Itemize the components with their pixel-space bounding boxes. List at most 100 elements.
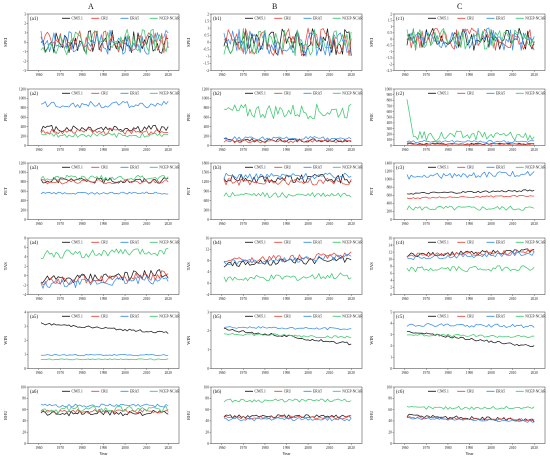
x-tick-label: 1970 xyxy=(240,297,247,301)
legend-entry: NCEP-NCAR xyxy=(342,91,363,95)
series-line-era5 xyxy=(406,170,535,180)
y-tick-label: 12 xyxy=(205,247,209,251)
y-tick-label: 200 xyxy=(21,134,27,138)
y-axis-label: RHU xyxy=(3,409,8,419)
x-tick-label: 1980 xyxy=(261,371,268,375)
x-tick-label: 1970 xyxy=(57,222,64,226)
series-line-ncep-ncar xyxy=(406,264,535,272)
y-tick-label: 0 xyxy=(24,273,26,277)
x-tick-label: 2020 xyxy=(348,371,355,375)
x-tick-label: 2000 xyxy=(121,148,128,152)
y-tick-label: 0 xyxy=(207,143,209,147)
y-axis-label: PRE xyxy=(186,112,191,121)
panel-a4: (a4) TAS -4 -2 0 2 4 6 8 1960 1970 1980 1990 2000 2010… xyxy=(3,236,180,301)
x-tick-label: 1970 xyxy=(57,73,64,77)
x-tick-label: 1960 xyxy=(35,446,42,450)
y-tick-label: 1 xyxy=(207,348,209,352)
series-line-era5 xyxy=(40,100,169,108)
x-tick-label: 2000 xyxy=(121,222,128,226)
series-line-ncep-ncar xyxy=(40,247,169,259)
x-axis-label: Year xyxy=(282,451,291,456)
y-tick-label: 60 xyxy=(388,407,392,411)
x-tick-label: 2020 xyxy=(165,148,172,152)
x-tick-label: 1960 xyxy=(401,222,408,226)
x-tick-label: 1990 xyxy=(283,148,290,152)
x-tick-label: 1990 xyxy=(466,297,473,301)
x-tick-label: 1980 xyxy=(444,148,451,152)
legend-entry: NCEP-NCAR xyxy=(525,315,546,319)
series-line-cn05-1 xyxy=(223,327,352,346)
y-tick-label: -1.5 xyxy=(386,56,392,60)
x-tick-label: 1990 xyxy=(466,73,473,77)
y-tick-label: -1 xyxy=(23,50,26,54)
panel-label: (b6) xyxy=(213,390,222,395)
legend-entry: ERA5 xyxy=(496,389,505,393)
y-tick-label: -2 xyxy=(206,69,209,73)
legend-entry: NCEP-NCAR xyxy=(159,17,180,21)
y-axis-label: WIN xyxy=(369,335,374,345)
legend-entry: CRU xyxy=(467,91,475,95)
y-tick-label: 1000 xyxy=(385,177,392,181)
x-tick-label: 2010 xyxy=(509,73,516,77)
x-tick-label: 1960 xyxy=(35,73,42,77)
y-tick-label: 300 xyxy=(204,208,210,212)
plot-frame xyxy=(210,386,363,444)
column-label-a: A xyxy=(88,2,94,11)
x-tick-label: 2000 xyxy=(304,222,311,226)
series-line-era5 xyxy=(40,29,169,55)
y-tick-label: 16 xyxy=(388,236,392,240)
y-tick-label: 20 xyxy=(22,430,26,434)
series-line-cn05-1 xyxy=(223,173,352,184)
x-tick-label: 1970 xyxy=(57,297,64,301)
legend-entry: NCEP-NCAR xyxy=(342,315,363,319)
x-tick-label: 2020 xyxy=(348,297,355,301)
series-line-cru xyxy=(40,269,169,285)
x-tick-label: 2000 xyxy=(487,371,494,375)
x-tick-label: 1980 xyxy=(261,297,268,301)
y-tick-label: 200 xyxy=(21,208,27,212)
y-axis-label: WIN xyxy=(186,335,191,345)
x-tick-label: 2020 xyxy=(165,297,172,301)
x-tick-label: 1990 xyxy=(466,222,473,226)
x-tick-label: 2000 xyxy=(121,371,128,375)
y-axis-label: TAS xyxy=(3,261,8,270)
legend-entry: CN05.1 xyxy=(72,240,83,244)
legend-entry: CRU xyxy=(284,389,292,393)
series-line-ncep-ncar xyxy=(223,191,352,199)
y-tick-label: 2 xyxy=(24,339,26,343)
x-tick-label: 1990 xyxy=(100,73,107,77)
y-tick-label: 300 xyxy=(387,126,393,130)
y-tick-label: 6 xyxy=(390,271,392,275)
y-axis-label: TAS xyxy=(186,261,191,270)
y-tick-label: 1 xyxy=(207,26,209,30)
legend-entry: CN05.1 xyxy=(72,389,83,393)
panel-a3: (a3) PET 0 200 400 600 800 1000 1200 1960 1970 1980… xyxy=(3,161,180,226)
panel-label: (a3) xyxy=(30,166,38,171)
y-tick-label: 40 xyxy=(388,419,392,423)
panel-b6: (b6) RHU 0 20 40 60 80 100 1960 1970 1980 1990 2000 2… xyxy=(186,385,363,456)
y-axis-label: WIN xyxy=(3,335,8,345)
legend-entry: CN05.1 xyxy=(255,166,266,170)
y-tick-label: 1200 xyxy=(19,161,26,165)
y-tick-label: 5 xyxy=(390,310,392,314)
series-line-ncep-ncar xyxy=(406,333,535,339)
x-tick-label: 2010 xyxy=(143,222,150,226)
y-tick-label: 3 xyxy=(24,324,26,328)
x-tick-label: 2010 xyxy=(143,446,150,450)
y-tick-label: 3 xyxy=(390,333,392,337)
y-tick-label: 0.5 xyxy=(205,33,210,37)
legend-entry: ERA5 xyxy=(496,240,505,244)
x-tick-label: 1980 xyxy=(444,73,451,77)
y-tick-label: 1800 xyxy=(202,161,209,165)
series-line-cru xyxy=(223,178,352,186)
x-tick-label: 2010 xyxy=(143,297,150,301)
y-tick-label: -0.5 xyxy=(386,44,392,48)
series-line-era5 xyxy=(223,172,352,180)
x-tick-label: 1970 xyxy=(423,148,430,152)
y-tick-label: 8 xyxy=(390,264,392,268)
legend-entry: CRU xyxy=(467,240,475,244)
y-axis-label: TAS xyxy=(369,261,374,270)
x-tick-label: 2020 xyxy=(531,446,538,450)
y-tick-label: 10 xyxy=(388,257,392,261)
y-tick-label: -1.5 xyxy=(203,62,209,66)
